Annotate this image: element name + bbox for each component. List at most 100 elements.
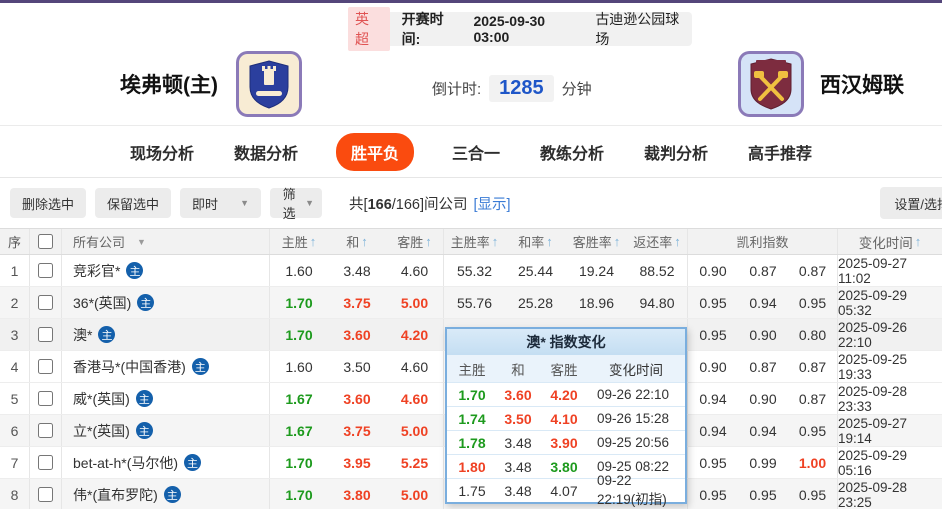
tab-three-in-one[interactable]: 三合一	[451, 145, 500, 163]
top-accent-line	[0, 0, 942, 3]
select-all-checkbox[interactable]	[38, 234, 53, 249]
company-count: 共[166/166]间公司 [显示]	[349, 196, 511, 213]
main-company-icon: 主	[126, 262, 144, 279]
row-seq: 1	[0, 255, 30, 286]
kelly-away: 0.95	[788, 479, 838, 509]
filter-value: 筛选	[282, 187, 296, 221]
return-rate: 88.52	[627, 255, 688, 286]
sort-up-icon: ↑	[491, 234, 499, 249]
tab-expert-picks[interactable]: 高手推荐	[748, 145, 813, 163]
change-time: 2025-09-29 05:32	[838, 287, 908, 318]
odds-mode-select[interactable]: 即时 ▼	[180, 188, 262, 218]
popup-draw-odds: 3.50	[504, 410, 532, 427]
kelly-draw: 0.94	[749, 422, 777, 439]
header-company[interactable]: 所有公司 ▼	[62, 229, 270, 254]
header-return-rate[interactable]: 返还率 ↑	[627, 229, 688, 254]
row-checkbox-cell	[30, 351, 62, 382]
kelly-home: 0.95	[699, 454, 727, 471]
company-cell[interactable]: bet-at-h*(马尔他) 主	[62, 447, 270, 478]
change-time: 2025-09-29 05:16	[838, 447, 908, 478]
return-rate	[627, 351, 688, 382]
home-odds: 1.70	[285, 454, 313, 471]
home-odds: 1.70	[285, 294, 313, 311]
chevron-down-icon: ▼	[137, 236, 146, 247]
popup-header-home: 主胜	[458, 362, 486, 378]
home-odds: 1.70	[285, 486, 313, 503]
away-odds: 5.00	[386, 287, 444, 318]
show-link[interactable]: [显示]	[473, 196, 511, 213]
table-row: 2 36*(英国) 主 1.70 3.75 5.00 55.76 25.28 18…	[0, 287, 942, 319]
row-checkbox[interactable]	[38, 455, 53, 470]
row-checkbox[interactable]	[38, 391, 53, 406]
settings-select-button[interactable]: 设置/选择	[880, 187, 942, 219]
company-cell[interactable]: 香港马*(中国香港) 主	[62, 351, 270, 382]
main-company-icon: 主	[191, 358, 209, 375]
draw-odds: 3.48	[343, 262, 371, 279]
row-checkbox[interactable]	[38, 263, 53, 278]
popup-change-time: 09-22 22:19(初指)	[597, 473, 667, 507]
tab-referee-analysis[interactable]: 裁判分析	[644, 145, 709, 163]
popup-row: 1.75 3.48 4.07 09-22 22:19(初指)	[447, 473, 685, 507]
kelly-away: 0.80	[788, 319, 838, 350]
row-checkbox[interactable]	[38, 359, 53, 374]
match-header: 英超 开赛时间: 2025-09-30 03:00 古迪逊公园球场 埃弗顿(主)…	[0, 3, 942, 126]
company-cell[interactable]: 立*(英国) 主	[62, 415, 270, 446]
company-cell[interactable]: 澳* 主	[62, 319, 270, 350]
header-away-odds[interactable]: 客胜 ↑	[386, 229, 444, 254]
company-cell[interactable]: 竞彩官* 主	[62, 255, 270, 286]
kelly-home: 0.95	[699, 326, 727, 343]
popup-row: 1.78 3.48 3.90 09-25 20:56	[447, 430, 685, 454]
header-home-rate[interactable]: 主胜率 ↑	[450, 234, 499, 250]
header-draw-odds[interactable]: 和 ↑	[346, 234, 368, 250]
tab-data-analysis[interactable]: 数据分析	[233, 145, 298, 163]
row-seq: 5	[0, 383, 30, 414]
popup-draw-odds: 3.48	[504, 482, 532, 499]
tab-win-draw-lose[interactable]: 胜平负	[335, 132, 414, 171]
company-cell[interactable]: 威*(英国) 主	[62, 383, 270, 414]
header-away-rate[interactable]: 客胜率 ↑	[572, 234, 621, 250]
row-checkbox[interactable]	[38, 327, 53, 342]
sort-up-icon: ↑	[361, 234, 368, 249]
countdown-value: 1285	[489, 75, 554, 102]
table-toolbar: 删除选中 保留选中 即时 ▼ 筛选 ▼ 共[166/166]间公司 [显示] 设置…	[0, 178, 942, 228]
row-checkbox[interactable]	[38, 295, 53, 310]
row-checkbox-cell	[30, 479, 62, 509]
header-change-time[interactable]: 变化时间 ↑	[858, 234, 922, 251]
change-time: 2025-09-28 23:33	[838, 383, 908, 414]
return-rate	[627, 415, 688, 446]
row-checkbox[interactable]	[38, 423, 53, 438]
company-cell[interactable]: 36*(英国) 主	[62, 287, 270, 318]
return-rate	[627, 479, 688, 509]
delete-selected-button[interactable]: 删除选中	[10, 188, 87, 218]
kelly-draw: 0.87	[749, 262, 777, 279]
home-rate: 55.32	[456, 262, 493, 279]
popup-home-odds: 1.75	[458, 482, 486, 499]
sort-up-icon: ↑	[546, 234, 553, 249]
home-odds: 1.67	[285, 390, 313, 407]
popup-draw-odds: 3.60	[504, 386, 532, 403]
row-checkbox-cell	[30, 287, 62, 318]
kelly-away: 0.95	[788, 415, 838, 446]
table-row: 1 竞彩官* 主 1.60 3.48 4.60 55.32 25.44 19.24…	[0, 255, 942, 287]
tab-live-analysis[interactable]: 现场分析	[129, 145, 194, 163]
popup-header-draw: 和	[511, 362, 525, 378]
header-draw-rate[interactable]: 和率 ↑	[518, 234, 553, 250]
header-home-odds[interactable]: 主胜 ↑	[281, 234, 317, 250]
return-rate	[627, 319, 688, 350]
popup-home-odds: 1.80	[458, 458, 486, 475]
company-cell[interactable]: 伟*(直布罗陀) 主	[62, 479, 270, 509]
popup-away-odds: 4.10	[550, 410, 578, 427]
kelly-home: 0.95	[699, 294, 727, 311]
kelly-home: 0.90	[699, 262, 727, 279]
row-checkbox[interactable]	[38, 487, 53, 502]
keep-selected-button[interactable]: 保留选中	[95, 188, 172, 218]
away-odds: 5.00	[386, 479, 444, 509]
filter-select[interactable]: 筛选 ▼	[270, 187, 323, 221]
change-time: 2025-09-28 23:25	[838, 479, 908, 509]
popup-home-odds: 1.74	[458, 410, 486, 427]
popup-header-away: 客胜	[550, 362, 578, 378]
draw-odds: 3.60	[343, 326, 371, 343]
tab-coach-analysis[interactable]: 教练分析	[540, 145, 605, 163]
countdown: 倒计时: 1285 分钟	[432, 75, 592, 102]
chevron-down-icon: ▼	[305, 198, 315, 208]
